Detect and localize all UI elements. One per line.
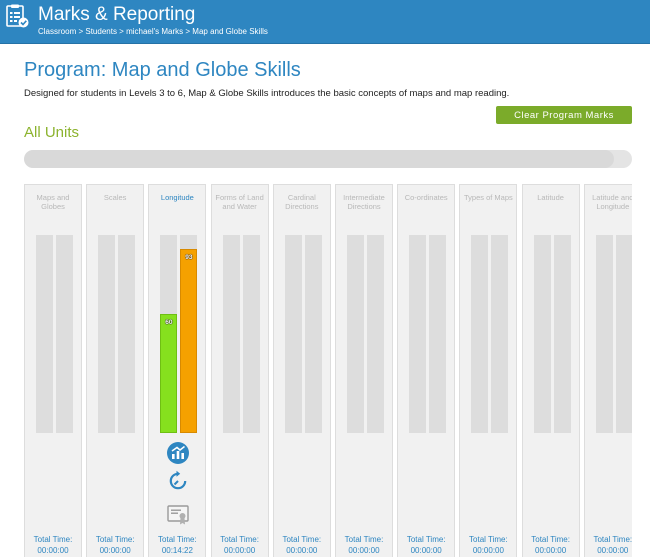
total-time-value: 00:00:00 (37, 546, 69, 555)
score-label: 60 (165, 319, 173, 326)
score-bar-track (367, 235, 384, 433)
score-bar-track (409, 235, 427, 433)
total-time-value: 00:00:00 (535, 546, 567, 555)
unit-column[interactable]: Co-ordinates Total Time: 00:00:00 (397, 184, 456, 557)
score-bar-track (615, 235, 632, 433)
unit-name: Maps and Globes (36, 193, 70, 211)
total-time-label: Total Time: (220, 535, 259, 544)
total-time-value: 00:00:00 (410, 546, 442, 555)
total-time-value: 00:00:00 (99, 546, 131, 555)
total-time-value: 00:00:00 (472, 546, 504, 555)
score-bar-track (304, 235, 322, 433)
total-time-value: 00:00:00 (224, 546, 256, 555)
breadcrumb-students[interactable]: Students (85, 27, 117, 36)
retry-icon[interactable] (166, 469, 190, 493)
unit-name: Intermediate Directions (343, 193, 385, 211)
score-label: 93 (185, 254, 193, 261)
unit-name: Scales (103, 193, 127, 202)
unit-name[interactable]: Longitude (160, 193, 194, 202)
program-description: Designed for students in Levels 3 to 6, … (24, 88, 510, 99)
total-time-label: Total Time: (33, 535, 73, 544)
total-time-label: Total Time: (282, 535, 322, 544)
pretest-score-bar: 60 (160, 314, 178, 433)
unit-column[interactable]: Scales Total Time: 00:00:00 (86, 184, 145, 557)
total-time-label: Total Time: (469, 535, 508, 544)
total-time-value: 00:00:00 (286, 546, 318, 555)
unit-name: Forms of Land and Water (215, 193, 264, 211)
unit-column[interactable]: Types of Maps Total Time: 00:00:00 (459, 184, 518, 557)
unit-name: Latitude (537, 193, 564, 202)
breadcrumb-separator: > (183, 27, 193, 36)
bar-chart-icon[interactable] (166, 441, 190, 465)
unit-column[interactable]: Latitude Total Time: 00:00:00 (521, 184, 580, 557)
score-bar-track: 60 (160, 235, 178, 433)
unit-name: Cardinal Directions (285, 193, 319, 211)
app-header: Marks & Reporting Classroom > Students >… (0, 0, 650, 44)
total-time-label: Total Time: (344, 535, 384, 544)
total-time-label: Total Time: (531, 535, 570, 544)
score-bar-track: 93 (180, 235, 198, 433)
breadcrumb: Classroom > Students > michael's Marks >… (38, 27, 268, 36)
unit-column[interactable]: Cardinal Directions Total Time: 00:00:00 (272, 184, 331, 557)
total-time-label: Total Time: (406, 535, 446, 544)
clear-program-marks-button[interactable]: Clear Program Marks (496, 106, 632, 124)
report-card-icon (6, 4, 29, 28)
total-time-value: 00:00:00 (348, 546, 380, 555)
app-title: Marks & Reporting (38, 4, 196, 25)
score-bar-track (491, 235, 509, 433)
breadcrumb-student-marks[interactable]: michael's Marks (126, 27, 184, 36)
unit-column[interactable]: Maps and Globes Total Time: 00:00:00 (24, 184, 82, 557)
score-bar-track (56, 235, 73, 433)
unit-name: Latitude and Longitude (592, 193, 632, 211)
score-bar-track (36, 235, 53, 433)
score-bar-track (242, 235, 260, 433)
score-bar-track (347, 235, 364, 433)
breadcrumb-separator: > (116, 27, 127, 36)
posttest-score-bar: 93 (180, 249, 198, 433)
page-title: Program: Map and Globe Skills (24, 59, 301, 81)
unit-name: Types of Maps (464, 193, 513, 202)
section-title: All Units (24, 124, 80, 141)
breadcrumb-separator: > (76, 27, 86, 36)
units-scroll-area[interactable]: Maps and Globes Total Time: 00:00:00 Scales… (24, 184, 632, 557)
score-bar-track (284, 235, 302, 433)
score-bar-track (118, 235, 136, 433)
unit-column[interactable]: Intermediate Directions Total Time: 00:00:… (335, 184, 393, 557)
overall-progress-bar (24, 150, 632, 168)
score-bar-track (98, 235, 116, 433)
score-bar-track (553, 235, 571, 433)
unit-column[interactable]: Latitude and Longitude Total Time: 00:00:0… (583, 184, 632, 557)
breadcrumb-classroom[interactable]: Classroom (38, 27, 77, 36)
total-time-label: Total Time: (158, 535, 197, 544)
total-time-value: 00:00:00 (597, 546, 629, 555)
unit-column[interactable]: Longitude 60 93 Total Time: 00:14:22 (148, 184, 207, 557)
total-time-label: Total Time: (95, 535, 135, 544)
score-bar-track (471, 235, 489, 433)
overall-progress-fill (24, 150, 614, 168)
total-time-value: 00:14:22 (161, 546, 193, 555)
score-bar-track (533, 235, 551, 433)
score-bar-track (595, 235, 613, 433)
unit-column[interactable]: Forms of Land and Water Total Time: 00:00:… (210, 184, 269, 557)
certificate-icon[interactable] (166, 503, 190, 527)
total-time-label: Total Time: (593, 535, 632, 544)
breadcrumb-current-program: Map and Globe Skills (192, 27, 268, 36)
score-bar-track (429, 235, 447, 433)
unit-name: Co-ordinates (404, 193, 448, 202)
score-bar-track (222, 235, 240, 433)
